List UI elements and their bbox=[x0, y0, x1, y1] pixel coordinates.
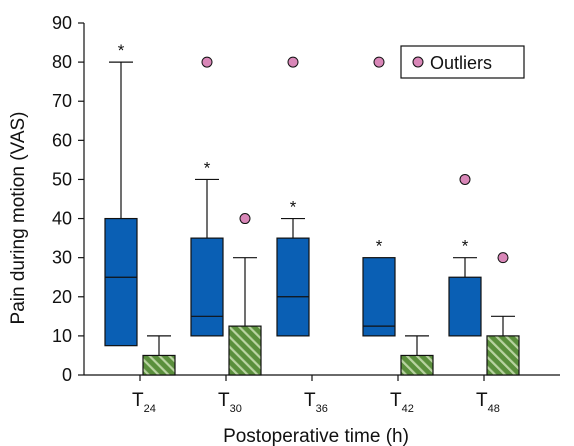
box-iqr bbox=[142, 354, 176, 376]
outlier-point bbox=[201, 56, 213, 68]
y-tick-label: 30 bbox=[52, 248, 72, 268]
legend-label: Outliers bbox=[430, 53, 492, 73]
outlier-point bbox=[459, 173, 471, 185]
x-tick-label: T30 bbox=[218, 390, 242, 415]
green-box-0 bbox=[142, 335, 176, 376]
y-axis-label: Pain during motion (VAS) bbox=[8, 112, 29, 325]
significance-star: * bbox=[462, 237, 469, 256]
axes: 0 10 20 30 40 50 60 70 80 90 T24 T30 T36 T42 T48 bbox=[52, 13, 560, 415]
x-tick-label: T24 bbox=[132, 390, 156, 415]
y-tick-label: 0 bbox=[62, 365, 72, 385]
green-box-1 bbox=[228, 257, 262, 376]
significance-star: * bbox=[118, 41, 125, 60]
blue-box-3: * bbox=[362, 237, 396, 337]
box-iqr bbox=[400, 354, 434, 376]
boxes-layer: * * * * * bbox=[104, 41, 520, 376]
box-iqr bbox=[486, 335, 520, 376]
y-tick-label: 40 bbox=[52, 209, 72, 229]
legend-outlier-marker bbox=[412, 56, 424, 68]
y-tick-label: 70 bbox=[52, 91, 72, 111]
y-tick-label: 10 bbox=[52, 326, 72, 346]
box-iqr bbox=[228, 325, 262, 376]
green-box-3 bbox=[400, 335, 434, 376]
box-iqr bbox=[448, 276, 482, 337]
outliers-layer bbox=[201, 56, 509, 264]
significance-star: * bbox=[204, 158, 211, 177]
x-ticks: T24 T30 T36 T42 T48 bbox=[132, 375, 500, 415]
box-iqr bbox=[276, 237, 310, 337]
y-tick-label: 80 bbox=[52, 52, 72, 72]
blue-box-2: * bbox=[276, 198, 310, 337]
blue-box-4: * bbox=[448, 237, 482, 337]
x-axis-label: Postoperative time (h) bbox=[223, 426, 409, 446]
legend: Outliers bbox=[400, 45, 525, 79]
y-tick-label: 90 bbox=[52, 13, 72, 33]
y-tick-label: 20 bbox=[52, 287, 72, 307]
box-iqr bbox=[362, 257, 396, 337]
x-tick-label: T36 bbox=[304, 390, 328, 415]
blue-box-1: * bbox=[190, 158, 224, 337]
green-box-4 bbox=[486, 315, 520, 376]
outlier-point bbox=[373, 56, 385, 68]
box-iqr bbox=[104, 217, 138, 347]
x-tick-label: T42 bbox=[390, 390, 414, 415]
y-tick-label: 50 bbox=[52, 169, 72, 189]
outlier-point bbox=[287, 56, 299, 68]
y-tick-label: 60 bbox=[52, 130, 72, 150]
blue-box-0: * bbox=[104, 41, 138, 347]
outlier-point bbox=[239, 213, 251, 225]
x-tick-label: T48 bbox=[476, 390, 500, 415]
significance-star: * bbox=[376, 237, 383, 256]
y-ticks: 0 10 20 30 40 50 60 70 80 90 bbox=[52, 13, 84, 385]
significance-star: * bbox=[290, 198, 297, 217]
outlier-point bbox=[497, 252, 509, 264]
box-iqr bbox=[190, 237, 224, 337]
